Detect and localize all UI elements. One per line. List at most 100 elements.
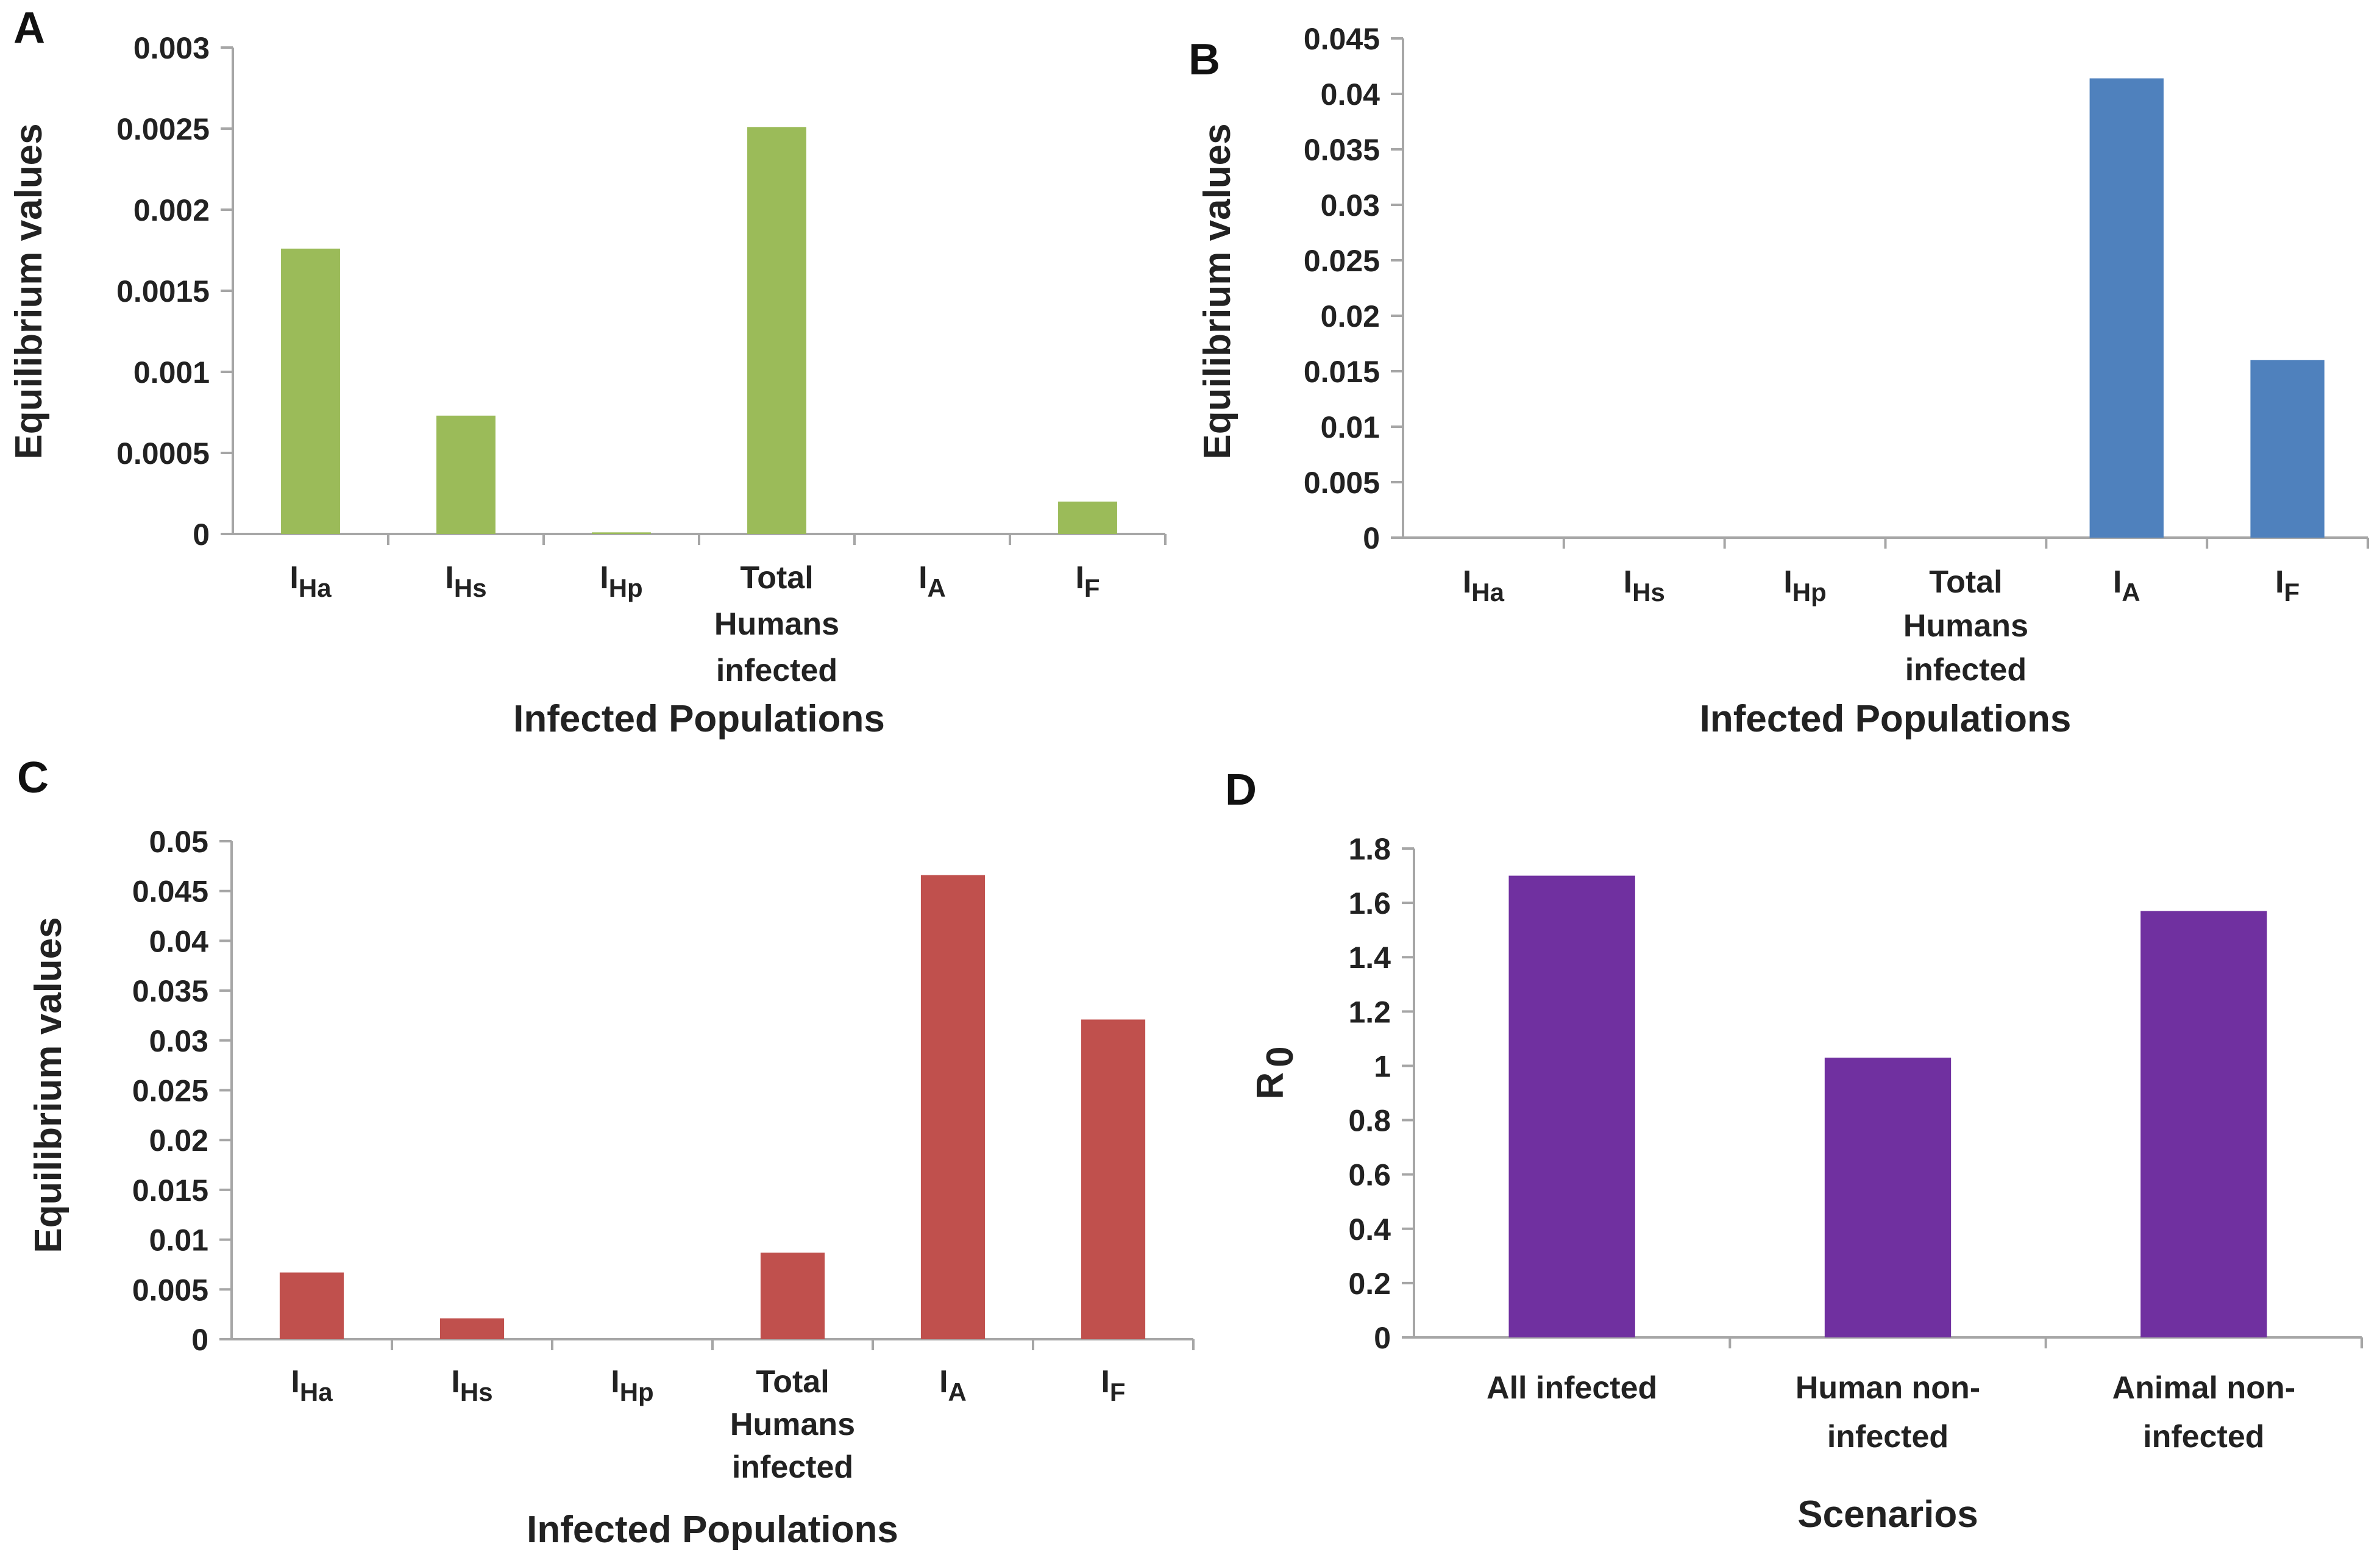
panel-d-y-tick-label: 0.2 [1348, 1267, 1391, 1301]
panel-d-y-tick-label: 0.4 [1348, 1212, 1391, 1247]
panel-b-x-axis-title: Infected Populations [1700, 698, 2072, 740]
panel-c-category-label: infected [732, 1450, 853, 1485]
panel-d-y-axis-title: R0 [1249, 1046, 1301, 1099]
panel-b-category-label: IHa [1463, 564, 1505, 607]
panel-b-category-label: Total [1929, 564, 2002, 600]
panel-a-letter: A [13, 4, 45, 52]
panel-b-category-label: infected [1905, 652, 2027, 688]
panel-d-y-tick-label: 0 [1374, 1321, 1391, 1355]
panel-b-y-tick-label: 0.045 [1304, 22, 1380, 56]
panel-a-bar [281, 248, 340, 534]
panel-d-bar [1824, 1058, 1952, 1337]
panel-b-y-tick-label: 0 [1363, 521, 1380, 555]
panel-b-y-tick-label: 0.035 [1304, 133, 1380, 167]
panel-b-y-tick-label: 0.03 [1321, 188, 1380, 222]
panel-a-category-label: Total [740, 560, 813, 596]
panel-c-category-label: IHa [291, 1364, 333, 1406]
panel-b-y-tick-label: 0.04 [1321, 77, 1380, 112]
panel-d-chart: 0 0.2 0.4 0.6 0.8 1 1.2 1.4 1.6 1.8 All infected Hu… [1249, 832, 2363, 1536]
panel-d-bar [1508, 875, 1635, 1337]
panel-a-y-tick-label: 0.003 [133, 31, 210, 65]
panel-a-y-axis-title: Equilibrium values [8, 123, 50, 459]
panel-b-category-label: IHp [1783, 564, 1826, 607]
panel-a-y-tick-label: 0 [193, 518, 210, 552]
panel-a-category-label: infected [716, 653, 837, 688]
panel-c-chart: 0 0.005 0.01 0.015 0.02 0.025 0.03 0.035 0.04 0.0… [27, 825, 1195, 1551]
panel-c-y-tick-label: 0 [191, 1323, 208, 1357]
panel-c-category-label: IHp [611, 1364, 653, 1406]
panel-c-x-axis-title: Infected Populations [527, 1509, 898, 1551]
panel-d-bar [2140, 911, 2267, 1337]
panel-b-y-axis-title: Equilibrium values [1196, 123, 1238, 459]
panel-a-bar [436, 415, 496, 534]
panel-a-category-label: IF [1075, 560, 1099, 602]
panel-c-y-axis-title: Equilibrium values [27, 917, 69, 1253]
panel-c-y-tick-label: 0.02 [149, 1123, 208, 1158]
panel-c-category-label: IA [939, 1364, 967, 1406]
panel-b-y-tick-label: 0.01 [1321, 410, 1380, 444]
panel-b-category-label: IHs [1624, 564, 1665, 607]
panel-b-y-tick-label: 0.005 [1304, 466, 1380, 500]
panel-d-y-tick-label: 1.6 [1348, 886, 1391, 920]
panel-a-bar [1058, 501, 1117, 534]
panel-c-letter: C [17, 753, 49, 802]
panel-c-y-tick-label: 0.05 [149, 825, 208, 859]
panel-c-y-tick-label: 0.035 [132, 974, 208, 1008]
panel-d-y-tick-label: 1.2 [1348, 995, 1391, 1029]
panel-b-category-label: IA [2113, 564, 2140, 607]
panel-b-bar [2089, 78, 2164, 538]
panel-b-y-tick-label: 0.015 [1304, 355, 1380, 389]
panel-c-y-tick-label: 0.03 [149, 1024, 208, 1058]
panel-a-bar [747, 127, 806, 535]
panel-a-x-axis-title: Infected Populations [513, 698, 885, 740]
panel-a-category-label: IHs [445, 560, 486, 602]
panel-b-y-tick-label: 0.025 [1304, 244, 1380, 278]
panel-d-category-label: infected [1827, 1419, 1948, 1454]
panel-c-y-tick-label: 0.005 [132, 1273, 208, 1307]
panel-d-y-tick-label: 0.8 [1348, 1104, 1391, 1138]
panel-a-y-tick-label: 0.0015 [116, 274, 210, 308]
panel-c-y-tick-label: 0.01 [149, 1223, 208, 1258]
panel-b-y-tick-label: 0.02 [1321, 299, 1380, 333]
panel-d-y-tick-label: 1.8 [1348, 832, 1391, 866]
panel-c-y-tick-label: 0.025 [132, 1074, 208, 1108]
panel-c: C 00.0050.010.0150.020.0250.030.0350.040… [17, 753, 1195, 1551]
panel-d-x-axis-title: Scenarios [1797, 1493, 1978, 1536]
panel-c-bar [760, 1252, 825, 1339]
panel-c-y-tick-label: 0.015 [132, 1173, 208, 1208]
panel-a-y-tick-label: 0.002 [133, 193, 210, 227]
panel-a-y-tick-label: 0.0025 [116, 112, 210, 146]
panel-d-category-label: infected [2143, 1419, 2264, 1454]
panel-c-category-label: Total [756, 1364, 829, 1400]
panel-b-bar [2250, 360, 2325, 538]
panel-c-category-label: IHs [451, 1364, 492, 1406]
panel-d-y-tick-label: 1 [1374, 1049, 1391, 1083]
panel-c-bar [920, 875, 986, 1339]
panel-c-y-tick-label: 0.045 [132, 875, 208, 909]
panel-a: A 0 0.0005 0.001 0.0015 0.002 0.0025 0.003 IHa I… [8, 4, 1167, 740]
panel-d-category-label: Animal non- [2112, 1370, 2295, 1406]
panel-a-category-label: IA [918, 560, 946, 602]
panel-b-category-label: IF [2275, 564, 2300, 607]
panel-d-category-label: Human non- [1796, 1370, 1980, 1406]
panel-d-letter: D [1225, 766, 1257, 814]
panel-a-category-label: IHa [290, 560, 332, 602]
panel-c-category-label: IF [1101, 1364, 1125, 1406]
panel-d-y-tick-label: 0.6 [1348, 1158, 1391, 1192]
panel-b: B 00.0050.010.0150.020.0250.030.0350.040… [1188, 22, 2369, 740]
panel-b-chart: 0 0.005 0.01 0.015 0.02 0.025 0.03 0.035 0.04 0.0… [1196, 22, 2369, 740]
panel-a-y-tick-label: 0.0005 [116, 436, 210, 471]
panel-a-y-tick-label: 0.001 [133, 355, 210, 390]
panel-b-category-label: Humans [1903, 608, 2028, 644]
panel-d-y-tick-label: 1.4 [1348, 941, 1391, 975]
panel-d-category-label: All infected [1487, 1370, 1657, 1406]
panel-d: D 0 0.2 0.4 0.6 0.8 1 1.2 1.4 1.6 1.8 All infected… [1225, 766, 2363, 1536]
panel-c-bar [279, 1272, 344, 1339]
panel-c-category-label: Humans [730, 1407, 855, 1442]
panel-a-chart: 0 0.0005 0.001 0.0015 0.002 0.0025 0.003 IHa IHs… [8, 31, 1167, 740]
panel-a-category-label: Humans [714, 607, 839, 642]
panel-a-category-label: IHp [600, 560, 642, 602]
panel-c-y-tick-label: 0.04 [149, 924, 209, 958]
panel-b-letter: B [1188, 35, 1220, 84]
panel-a-bar [592, 532, 651, 534]
